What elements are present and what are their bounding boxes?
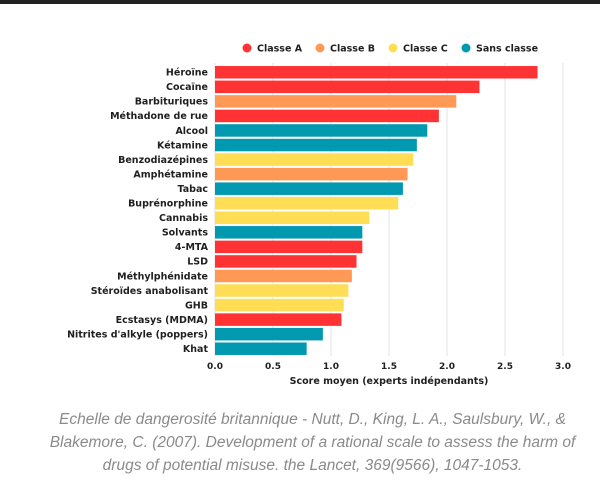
category-label: Barbituriques: [135, 97, 209, 108]
x-tick-label: 0.0: [207, 362, 223, 372]
x-axis-title: Score moyen (experts indépendants): [290, 376, 489, 387]
category-label: Kétamine: [157, 140, 208, 151]
x-tick-labels: 0.0 0.5 1.0 1.5 2.0 2.5 3.0: [207, 362, 571, 372]
bar: [215, 298, 344, 312]
bar: [215, 138, 417, 152]
category-label: Khat: [183, 344, 209, 355]
category-label: Cocaïne: [166, 82, 208, 93]
x-tick-label: 0.5: [265, 362, 281, 372]
category-label: Ecstasys (MDMA): [116, 315, 208, 326]
x-tick-label: 3.0: [555, 362, 571, 372]
category-label: LSD: [187, 257, 208, 268]
category-label: Stéroïdes anabolisant: [91, 286, 209, 297]
category-label: Méthadone de rue: [110, 111, 208, 122]
bar: [215, 240, 363, 254]
legend-label: Classe A: [257, 44, 303, 55]
category-label: 4-MTA: [175, 242, 209, 253]
category-label: Héroïne: [166, 68, 208, 79]
category-label: Méthylphénidate: [117, 271, 208, 282]
legend-marker: [388, 43, 398, 53]
bar: [215, 95, 457, 108]
bar: [215, 342, 307, 355]
category-label: Cannabis: [159, 213, 208, 224]
bar: [215, 80, 480, 94]
legend-label: Classe B: [330, 44, 375, 55]
category-label: Nitrites d'alkyle (poppers): [67, 329, 208, 340]
legend-label: Sans classe: [476, 44, 538, 55]
bar: [215, 284, 349, 297]
legend: Classe A Classe B Classe C Sans classe: [242, 43, 538, 55]
bar-chart: Classe A Classe B Classe C Sans classe Héro…: [67, 43, 571, 387]
x-tick-label: 2.5: [497, 362, 513, 372]
bar: [215, 327, 323, 341]
bar: [215, 66, 538, 79]
bar: [215, 313, 342, 326]
legend-marker: [315, 43, 325, 53]
legend-marker: [461, 43, 471, 53]
bar: [215, 109, 439, 123]
bar: [215, 124, 428, 137]
figure-caption: Echelle de dangerosité britannique - Nut…: [49, 411, 576, 474]
x-tick-label: 2.0: [439, 362, 455, 372]
x-tick-label: 1.0: [323, 362, 339, 372]
bar: [215, 269, 352, 283]
category-label: Benzodiazépines: [118, 155, 208, 166]
category-label: Buprénorphine: [128, 199, 208, 210]
bar: [215, 211, 370, 225]
bar: [215, 167, 408, 181]
category-labels: Héroïne Cocaïne Barbituriques Méthadone de …: [67, 68, 209, 355]
category-label: GHB: [185, 300, 208, 311]
bars: [215, 66, 538, 355]
bar: [215, 196, 399, 210]
legend-label: Classe C: [403, 44, 448, 55]
category-label: Solvants: [162, 228, 209, 239]
category-label: Alcool: [175, 126, 208, 137]
category-label: Amphétamine: [133, 169, 208, 180]
x-tick-label: 1.5: [381, 362, 397, 372]
bar: [215, 255, 357, 268]
category-label: Tabac: [177, 184, 208, 195]
bar: [215, 226, 363, 239]
top-border: [0, 0, 600, 4]
legend-marker: [242, 43, 252, 53]
bar: [215, 182, 403, 195]
bar: [215, 153, 414, 166]
